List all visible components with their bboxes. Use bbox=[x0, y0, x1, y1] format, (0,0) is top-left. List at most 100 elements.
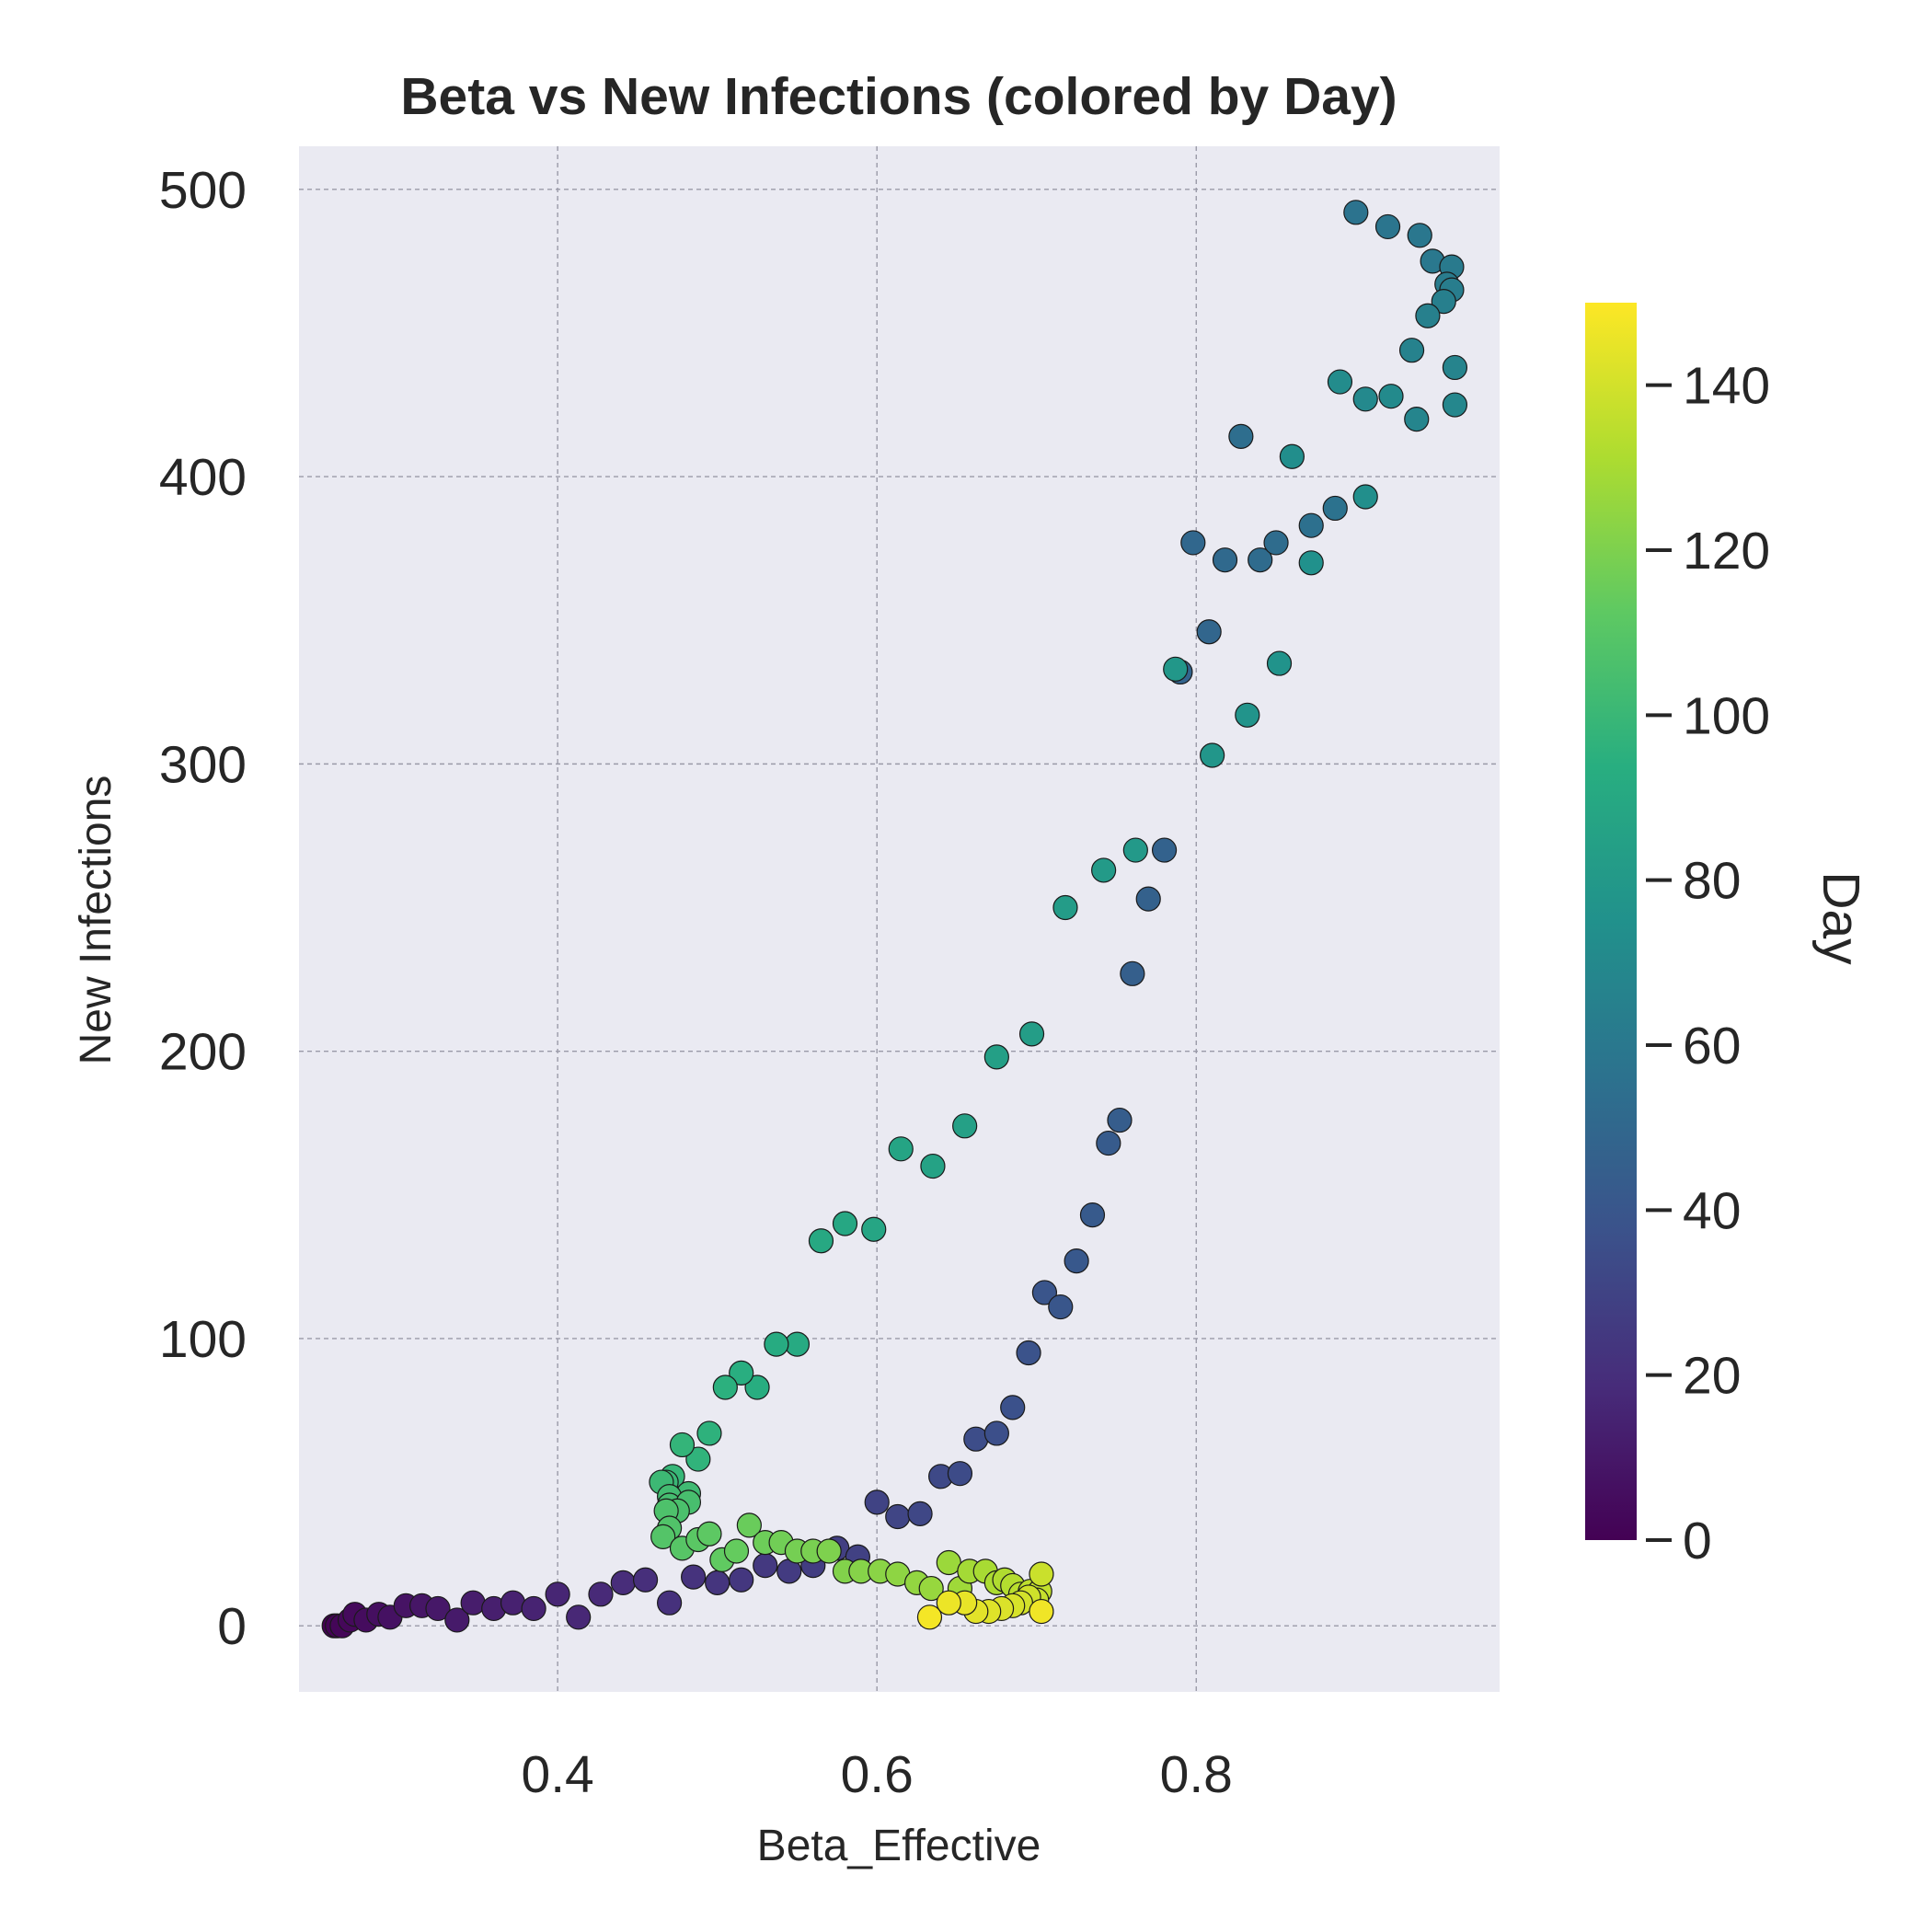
colorbar-ticks: 0 20 40 60 80 100 120 140 bbox=[1646, 357, 1770, 1570]
data-point bbox=[1091, 857, 1117, 883]
x-axis-ticks: 0.4 0.6 0.8 bbox=[522, 1745, 1233, 1804]
data-point bbox=[983, 1420, 1009, 1446]
data-point bbox=[888, 1136, 914, 1162]
y-tick-label: 400 bbox=[159, 448, 247, 507]
y-tick-label: 0 bbox=[217, 1597, 247, 1656]
colorbar-tick-label: 80 bbox=[1683, 852, 1741, 911]
data-point bbox=[460, 1590, 486, 1616]
data-point bbox=[696, 1420, 722, 1446]
data-point bbox=[729, 1360, 754, 1386]
data-point bbox=[1322, 495, 1348, 522]
data-point bbox=[861, 1216, 887, 1242]
data-point bbox=[685, 1446, 711, 1472]
colorbar-tick-label: 120 bbox=[1683, 522, 1770, 581]
colorbar-tick-label: 40 bbox=[1683, 1181, 1741, 1240]
data-point bbox=[650, 1524, 676, 1549]
data-point bbox=[947, 1461, 973, 1487]
data-point bbox=[723, 1538, 750, 1564]
data-point bbox=[744, 1374, 770, 1400]
data-point bbox=[1327, 369, 1353, 395]
data-point bbox=[753, 1553, 778, 1579]
colorbar-tick-label: 60 bbox=[1683, 1017, 1741, 1075]
data-point bbox=[1398, 338, 1425, 363]
data-point bbox=[681, 1564, 707, 1590]
data-point bbox=[669, 1432, 696, 1458]
plot-area bbox=[299, 146, 1500, 1692]
x-tick-label: 0.4 bbox=[522, 1745, 594, 1804]
data-point bbox=[1052, 894, 1078, 921]
data-point bbox=[632, 1567, 659, 1593]
data-point bbox=[1016, 1340, 1041, 1366]
data-point bbox=[1096, 1130, 1121, 1156]
data-point bbox=[920, 1153, 946, 1179]
data-point bbox=[1120, 960, 1145, 986]
data-point bbox=[1212, 547, 1238, 573]
data-point bbox=[1298, 512, 1324, 538]
data-point bbox=[808, 1228, 834, 1254]
data-point bbox=[864, 1489, 890, 1515]
colorbar-tick-label: 100 bbox=[1683, 686, 1770, 745]
data-point bbox=[907, 1501, 933, 1526]
data-point bbox=[1404, 407, 1430, 432]
data-point bbox=[1248, 547, 1273, 573]
data-point bbox=[1151, 837, 1178, 863]
x-tick-label: 0.6 bbox=[841, 1745, 914, 1804]
colorbar-tick-label: 20 bbox=[1683, 1347, 1741, 1406]
data-point bbox=[764, 1331, 789, 1357]
data-point bbox=[1352, 484, 1378, 510]
data-point bbox=[657, 1590, 683, 1616]
data-point bbox=[1442, 392, 1468, 418]
y-tick-label: 300 bbox=[159, 735, 247, 794]
y-axis-ticks: 0 100 200 300 400 500 bbox=[159, 161, 247, 1656]
data-point bbox=[1029, 1561, 1054, 1587]
data-point bbox=[729, 1567, 754, 1593]
data-point bbox=[916, 1604, 943, 1630]
data-point bbox=[444, 1607, 470, 1633]
colorbar-label: Day bbox=[1811, 871, 1870, 965]
data-point bbox=[1031, 1280, 1058, 1305]
data-point bbox=[521, 1595, 546, 1622]
data-point bbox=[1266, 650, 1293, 676]
chart-title: Beta vs New Infections (colored by Day) bbox=[400, 67, 1397, 126]
data-point bbox=[963, 1426, 989, 1452]
x-tick-label: 0.8 bbox=[1160, 1745, 1233, 1804]
data-point bbox=[1343, 200, 1369, 225]
data-point bbox=[1122, 837, 1148, 863]
data-point bbox=[936, 1590, 961, 1616]
y-tick-label: 100 bbox=[159, 1310, 247, 1369]
data-point bbox=[1431, 289, 1456, 315]
data-point bbox=[885, 1503, 911, 1530]
data-point bbox=[425, 1595, 451, 1622]
data-point bbox=[705, 1570, 730, 1595]
data-point bbox=[1000, 1395, 1026, 1420]
data-point bbox=[832, 1211, 858, 1236]
data-point bbox=[566, 1604, 592, 1630]
data-point bbox=[1018, 1021, 1045, 1047]
data-point bbox=[918, 1575, 944, 1602]
data-point bbox=[1374, 213, 1401, 240]
data-point bbox=[1029, 1598, 1054, 1625]
data-point bbox=[1378, 384, 1404, 409]
data-point bbox=[1228, 423, 1254, 449]
data-point bbox=[816, 1538, 842, 1564]
y-tick-label: 200 bbox=[159, 1023, 247, 1082]
data-point bbox=[1163, 656, 1189, 682]
colorbar-tick-label: 140 bbox=[1683, 357, 1770, 416]
data-point bbox=[1196, 619, 1222, 645]
data-point bbox=[1263, 530, 1289, 556]
data-point bbox=[545, 1581, 570, 1607]
data-point bbox=[1352, 386, 1378, 412]
x-axis-label: Beta_Effective bbox=[757, 1822, 1041, 1870]
data-point bbox=[1279, 443, 1305, 469]
data-point bbox=[1180, 530, 1206, 556]
data-point bbox=[588, 1581, 614, 1607]
data-point bbox=[983, 1044, 1009, 1070]
data-point bbox=[952, 1113, 978, 1139]
data-point bbox=[1298, 550, 1324, 576]
data-point bbox=[1442, 354, 1468, 381]
data-point bbox=[610, 1570, 636, 1595]
y-tick-label: 500 bbox=[159, 161, 247, 220]
data-point bbox=[500, 1590, 526, 1616]
data-point bbox=[696, 1521, 722, 1547]
